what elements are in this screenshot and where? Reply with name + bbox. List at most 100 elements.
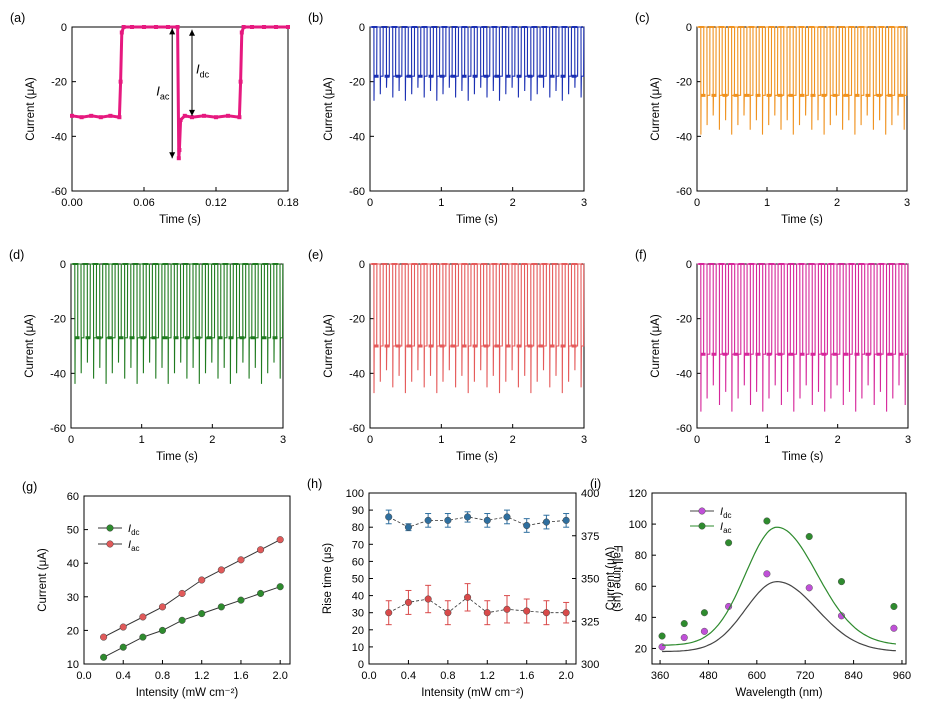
data-point bbox=[130, 25, 134, 29]
panel-label: (e) bbox=[308, 248, 323, 262]
panel-label: (i) bbox=[590, 477, 601, 491]
pulse-trace bbox=[370, 26, 585, 101]
iac-arrowhead-down bbox=[169, 152, 176, 159]
y-tick-label: -20 bbox=[51, 77, 67, 89]
x-tick-label: 600 bbox=[748, 670, 766, 682]
x-tick-label: 0.12 bbox=[205, 197, 226, 209]
data-point bbox=[202, 113, 206, 118]
data-point-dc bbox=[139, 633, 147, 641]
data-point-left bbox=[542, 609, 550, 617]
data-point-ac bbox=[725, 539, 733, 547]
data-point-ac bbox=[805, 532, 813, 541]
y-tick-label: 40 bbox=[352, 591, 364, 603]
legend-label-ac-symbol: I bbox=[720, 521, 723, 533]
x-tick-label: 2 bbox=[510, 197, 516, 209]
iac-symbol: I bbox=[156, 83, 160, 98]
y-tick-label: -20 bbox=[349, 314, 365, 326]
data-point-right bbox=[523, 521, 531, 530]
data-point-right bbox=[542, 518, 550, 526]
x-tick-label: 2 bbox=[835, 434, 841, 446]
pulse-trace bbox=[697, 263, 909, 412]
y-tick-label: 0 bbox=[686, 259, 692, 271]
x-axis-label: Wavelength (nm) bbox=[735, 687, 822, 699]
x-tick-label: 0.0 bbox=[361, 670, 376, 682]
data-point-ac bbox=[257, 546, 265, 554]
data-point bbox=[241, 25, 246, 29]
series-line-ac bbox=[103, 539, 281, 638]
idc-arrowhead-down bbox=[189, 109, 195, 116]
data-point-dc bbox=[217, 603, 225, 611]
x-tick-label: 2.0 bbox=[558, 670, 573, 682]
x-tick-label: 0.8 bbox=[440, 670, 455, 682]
data-point-ac bbox=[890, 602, 898, 611]
y-tick-label: -20 bbox=[349, 77, 365, 89]
y-right-tick-label: 400 bbox=[581, 488, 599, 500]
x-tick-label: 1 bbox=[139, 434, 145, 446]
y-tick-label: 20 bbox=[635, 643, 647, 655]
x-tick-label: 0.4 bbox=[116, 670, 131, 682]
panel-g: (g) 0.0 0.4 0.8 1.2 1.6 2.0 10 20 30 40 50 60 Intensi… bbox=[22, 480, 291, 699]
data-point-left bbox=[523, 607, 531, 615]
iac-annotation: Iac bbox=[156, 83, 170, 101]
y-tick-label: 120 bbox=[629, 488, 647, 500]
x-tick-label: 0.06 bbox=[133, 197, 154, 209]
y-tick-label: 80 bbox=[635, 550, 647, 562]
legend-marker bbox=[106, 524, 114, 532]
x-tick-label: 3 bbox=[280, 434, 286, 446]
data-point-dc bbox=[198, 610, 206, 618]
x-tick-label: 2.0 bbox=[273, 670, 288, 682]
data-point bbox=[176, 156, 181, 161]
plot-frame bbox=[651, 492, 907, 665]
y-tick-label: 50 bbox=[67, 525, 79, 537]
y-axis-label: Current (μA) bbox=[323, 314, 335, 378]
y-tick-label: 60 bbox=[67, 491, 79, 503]
y-axis-label: Current (μA) bbox=[24, 314, 36, 378]
data-point-dc bbox=[257, 589, 265, 597]
data-point bbox=[166, 25, 170, 29]
x-tick-label: 1 bbox=[438, 197, 444, 209]
data-point bbox=[118, 79, 123, 84]
pulse-trace bbox=[370, 263, 585, 394]
y-tick-label: -40 bbox=[676, 131, 692, 143]
y-tick-label: 100 bbox=[346, 488, 364, 500]
x-axis-label: Time (s) bbox=[781, 214, 823, 226]
y-tick-label: -60 bbox=[51, 186, 67, 198]
y-tick-label: 0 bbox=[359, 259, 365, 271]
y-tick-label: -20 bbox=[676, 77, 692, 89]
data-point bbox=[237, 115, 242, 120]
data-point bbox=[79, 115, 84, 120]
panel-label: (b) bbox=[308, 11, 323, 25]
data-point-ac bbox=[158, 603, 167, 611]
panel-label: (c) bbox=[635, 11, 650, 25]
plot-frame bbox=[71, 26, 289, 192]
y-axis-label: Current (μA) bbox=[25, 77, 37, 141]
data-line bbox=[71, 25, 288, 159]
y-tick-label: 40 bbox=[635, 612, 647, 624]
data-point-ac bbox=[763, 517, 771, 525]
data-point-dc bbox=[700, 627, 708, 635]
data-point-ac bbox=[100, 633, 108, 641]
x-tick-label: 0 bbox=[68, 434, 74, 446]
y-axis-label: Rise time (μs) bbox=[322, 543, 334, 614]
data-point-left bbox=[464, 593, 472, 601]
data-point-right bbox=[562, 516, 570, 524]
data-point-dc bbox=[158, 626, 167, 634]
legend-marker bbox=[698, 507, 706, 515]
y-tick-label: 70 bbox=[352, 539, 364, 551]
y-tick-label: 50 bbox=[352, 574, 364, 586]
data-point bbox=[70, 113, 74, 118]
data-point-dc bbox=[178, 616, 186, 624]
y-tick-label: -20 bbox=[50, 314, 66, 326]
y-tick-label: 80 bbox=[352, 522, 364, 534]
data-point-ac bbox=[237, 556, 245, 564]
panel-i: (i) 360 480 600 720 840 960 20 40 60 80 100 120 Wavel… bbox=[590, 477, 911, 699]
data-point bbox=[286, 25, 290, 29]
data-point bbox=[177, 148, 182, 152]
data-point-ac bbox=[700, 609, 708, 617]
data-point-left bbox=[385, 609, 393, 617]
data-point bbox=[274, 25, 278, 29]
y-right-tick-label: 325 bbox=[581, 616, 599, 628]
y-right-axis-label: Fall time (μs) bbox=[611, 545, 623, 612]
y-tick-label: -40 bbox=[349, 368, 365, 380]
